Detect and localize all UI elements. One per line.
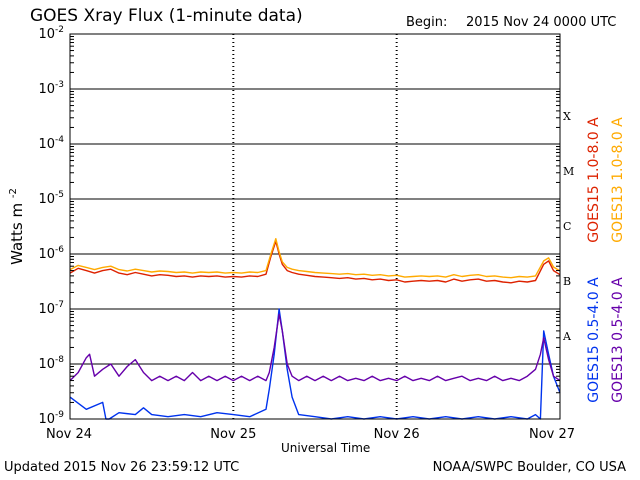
y-tick-label: 10-7 — [38, 300, 64, 317]
flare-class-label: M — [563, 165, 574, 178]
legend-entry: GOES13 1.0-8.0 A — [610, 117, 626, 243]
x-tick-label: Nov 24 — [46, 427, 92, 442]
series-line — [69, 237, 561, 279]
series-line — [69, 240, 561, 284]
credit-text: NOAA/SWPC Boulder, CO USA — [432, 460, 626, 475]
y-tick-label: 10-3 — [38, 80, 64, 97]
series-line — [69, 308, 561, 420]
flare-class-label: A — [562, 330, 572, 343]
plot-frame — [69, 33, 561, 420]
y-tick-label: 10-5 — [38, 190, 64, 207]
begin-value: 2015 Nov 24 0000 UTC — [466, 15, 617, 30]
y-tick-label: 10-6 — [38, 245, 64, 262]
flare-class-label: X — [563, 110, 571, 123]
y-axis-label: Watts m -2 — [8, 188, 26, 265]
flare-class-label: C — [563, 220, 571, 233]
x-tick-label: Nov 25 — [210, 427, 256, 442]
flare-class-label: B — [563, 275, 571, 288]
x-axis-label: Universal Time — [281, 441, 371, 455]
y-tick-label: 10-9 — [38, 410, 64, 427]
updated-timestamp: Updated 2015 Nov 26 23:59:12 UTC — [4, 460, 240, 475]
y-tick-label: 10-8 — [38, 355, 64, 372]
y-tick-label: 10-4 — [38, 135, 64, 152]
x-tick-label: Nov 27 — [529, 427, 575, 442]
x-tick-label: Nov 26 — [374, 427, 420, 442]
legend-entry: GOES15 1.0-8.0 A — [586, 117, 602, 243]
chart-title: GOES Xray Flux (1-minute data) — [30, 6, 303, 26]
legend-entry: GOES15 0.5-4.0 A — [586, 277, 602, 403]
begin-label: Begin: — [406, 15, 448, 30]
series-line — [69, 313, 561, 382]
legend-entry: GOES13 0.5-4.0 A — [610, 277, 626, 403]
y-tick-label: 10-2 — [38, 25, 64, 42]
